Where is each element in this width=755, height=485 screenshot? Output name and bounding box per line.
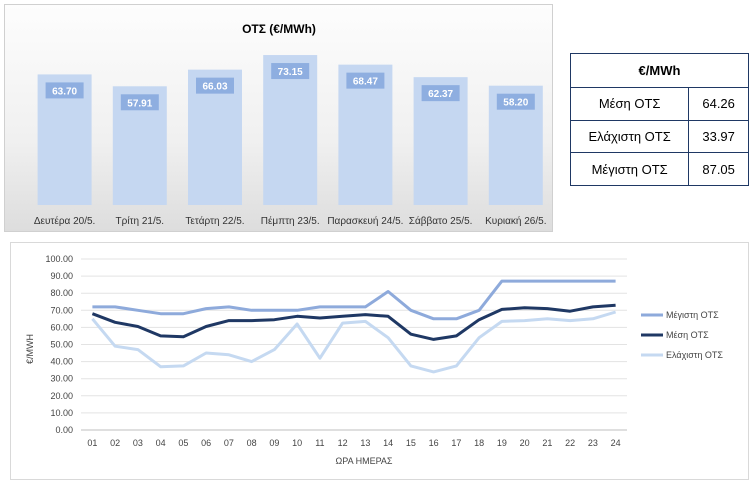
bar-value-label: 63.70 [52, 86, 77, 97]
stats-row-value: 64.26 [688, 87, 749, 121]
x-tick-label: 16 [429, 438, 439, 448]
x-tick-label: 20 [520, 438, 530, 448]
bar-value-label-bg [346, 72, 385, 89]
y-tick-label: 80.00 [50, 288, 73, 298]
y-tick-label: 90.00 [50, 271, 73, 281]
bar-value-label-bg [45, 82, 84, 99]
y-tick-label: 50.00 [50, 340, 73, 350]
x-tick-label: 07 [224, 438, 234, 448]
y-tick-label: 0.00 [55, 425, 73, 435]
bar [263, 55, 318, 206]
stats-table-header: €/MWh [570, 53, 749, 88]
x-tick-label: 05 [178, 438, 188, 448]
x-tick-label: 19 [497, 438, 507, 448]
y-tick-label: 30.00 [50, 374, 73, 384]
y-tick-label: 60.00 [50, 322, 73, 332]
stats-row-label: Ελάχιστη ΟΤΣ [569, 119, 690, 154]
table-row: Μέση ΟΤΣ 64.26 [569, 87, 749, 121]
y-tick-label: 70.00 [50, 305, 73, 315]
table-row: Ελάχιστη ΟΤΣ 33.97 [569, 119, 749, 154]
x-tick-label: 24 [611, 438, 621, 448]
bar-value-label-bg [196, 77, 234, 94]
x-tick-label: 12 [338, 438, 348, 448]
bar-category-label: Κυριακή 26/5. [485, 215, 546, 227]
series-line [91, 310, 617, 374]
hourly-price-line-chart: €/MWH ΩΡΑ ΗΜΕΡΑΣ 0.00 10.00 20.00 30.00 40.0… [10, 242, 749, 480]
bar-category-label: Παρασκευή 24/5. [327, 215, 403, 227]
bar-value-label-bg [421, 85, 460, 102]
y-tick-label: 20.00 [50, 391, 73, 401]
bar-value-label-bg [120, 94, 159, 111]
bar-value-label-bg [271, 63, 310, 80]
x-tick-label: 02 [110, 438, 120, 448]
bar-chart-svg: ΟΤΣ (€/MWh) 63.70 Δευτέρα 20/5. 57.91 Τρίτη… [34, 22, 547, 227]
bar-value-label: 66.03 [202, 82, 227, 93]
bar-value-label: 57.91 [127, 98, 152, 109]
x-tick-label: 13 [360, 438, 370, 448]
x-tick-label: 11 [315, 438, 324, 448]
x-tick-label: 03 [133, 438, 143, 448]
x-tick-label: 08 [247, 438, 257, 448]
x-tick-label: 14 [383, 438, 393, 448]
x-tick-label: 21 [542, 438, 552, 448]
legend-label: Μέση ΟΤΣ [666, 330, 709, 340]
y-tick-label: 100.00 [45, 254, 73, 264]
stats-table-panel: €/MWh Μέση ΟΤΣ 64.26 Ελάχιστη ΟΤΣ 33.97 … [569, 53, 749, 186]
series-line [92, 279, 616, 321]
y-axis-label: €/MWH [25, 334, 35, 364]
bar-category-label: Τρίτη 21/5. [116, 215, 165, 227]
bar-value-label: 62.37 [428, 89, 453, 100]
bar-value-label: 73.15 [278, 67, 303, 78]
x-tick-label: 18 [474, 438, 484, 448]
line-chart-svg: €/MWH ΩΡΑ ΗΜΕΡΑΣ 0.00 10.00 20.00 30.00 40.0… [25, 254, 723, 466]
x-tick-label: 09 [269, 438, 279, 448]
x-tick-label: 10 [292, 438, 302, 448]
x-tick-label: 17 [451, 438, 461, 448]
bar-value-label: 68.47 [353, 77, 378, 88]
x-tick-label: 15 [406, 438, 416, 448]
series-line [91, 303, 616, 341]
bar-chart-title: ΟΤΣ (€/MWh) [242, 22, 316, 36]
bar-category-label: Δευτέρα 20/5. [34, 215, 96, 227]
bar-category-label: Τετάρτη 22/5. [185, 215, 244, 227]
bar-value-label-bg [496, 93, 535, 110]
bar-category-label: Σάββατο 25/5. [409, 215, 473, 227]
stats-row-label: Μέση ΟΤΣ [569, 87, 690, 121]
x-tick-label: 04 [156, 438, 166, 448]
stats-row-value: 33.97 [688, 119, 749, 154]
legend-label: Μέγιστη ΟΤΣ [666, 310, 719, 320]
x-axis-label: ΩΡΑ ΗΜΕΡΑΣ [336, 456, 393, 466]
y-tick-label: 40.00 [50, 357, 73, 367]
table-row: Μέγιστη ΟΤΣ 87.05 [569, 152, 749, 186]
bar-category-label: Πέμπτη 23/5. [261, 215, 320, 227]
y-tick-label: 10.00 [50, 408, 73, 418]
x-tick-label: 23 [588, 438, 598, 448]
bar-value-label: 58.20 [503, 98, 528, 109]
x-tick-label: 06 [201, 438, 211, 448]
stats-row-label: Μέγιστη ΟΤΣ [569, 152, 690, 186]
x-tick-label: 22 [565, 438, 575, 448]
daily-price-bar-chart: ΟΤΣ (€/MWh) 63.70 Δευτέρα 20/5. 57.91 Τρίτη… [4, 4, 553, 232]
stats-row-value: 87.05 [688, 152, 749, 186]
price-stats-table: €/MWh Μέση ΟΤΣ 64.26 Ελάχιστη ΟΤΣ 33.97 … [569, 53, 749, 186]
x-tick-label: 01 [87, 438, 97, 448]
legend-label: Ελάχιστη ΟΤΣ [666, 350, 723, 360]
